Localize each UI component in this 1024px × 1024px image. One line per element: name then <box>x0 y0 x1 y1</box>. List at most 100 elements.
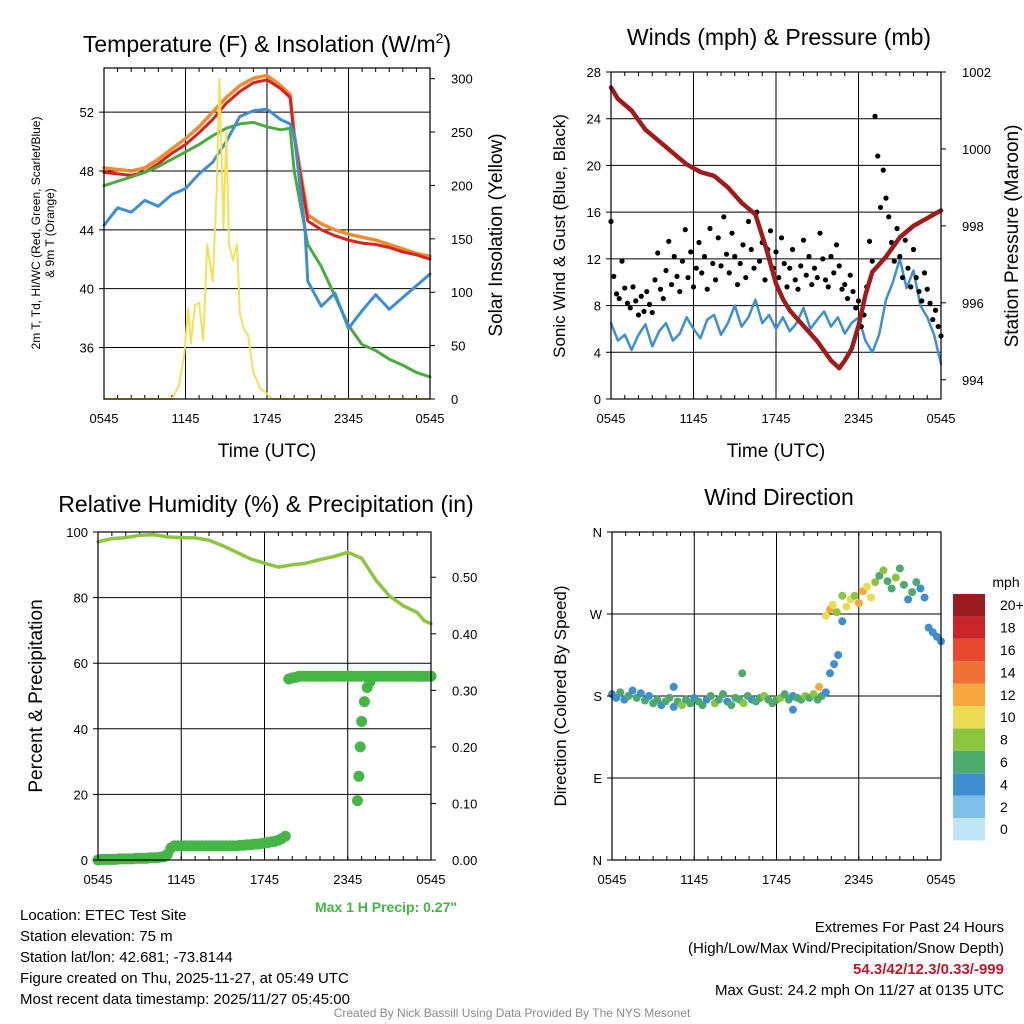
precip-point <box>358 696 370 708</box>
precip-point <box>279 830 291 842</box>
direction-point <box>879 566 888 575</box>
gust-point <box>707 225 713 232</box>
precip-point <box>356 715 368 727</box>
gust-point <box>657 286 664 292</box>
gust-point <box>674 273 680 279</box>
gust-point <box>671 253 677 260</box>
direction-point <box>714 695 723 704</box>
temp-y-tick-label: 48 <box>80 164 94 179</box>
colorbar-tick-label: 2 <box>1000 799 1008 815</box>
dir-x-tick-label: 0545 <box>598 872 627 887</box>
gust-point <box>822 277 829 283</box>
speed-colorbar: mph 0 2 4 6 8 10 12 14 16 18 20+ <box>953 574 1024 841</box>
wind-y-axis-label: Sonic Wind & Gust (Blue, Black) <box>550 114 569 358</box>
colorbar-swatch <box>953 728 985 751</box>
gust-point <box>685 274 691 281</box>
gust-point <box>814 274 820 281</box>
colorbar-tick-label: 16 <box>1000 642 1016 658</box>
rh-x-tick-label: 0545 <box>417 872 446 887</box>
direction-point <box>616 688 625 697</box>
gust-point <box>627 305 633 311</box>
direction-point <box>669 682 678 691</box>
series-hi-wc <box>102 107 432 330</box>
gust-point <box>924 286 930 292</box>
temp-x-tick-label: 0545 <box>416 411 445 426</box>
temp-x-axis-label: Time (UTC) <box>218 441 317 462</box>
temp-y2-tick-label: 0 <box>451 392 458 407</box>
gust-point <box>875 153 881 159</box>
gust-point <box>666 238 672 244</box>
dir-y-tick-label: S <box>593 689 602 704</box>
wind-y-tick-label: 20 <box>587 158 601 173</box>
gust-point <box>729 230 735 236</box>
dir-x-tick-label: 2345 <box>844 872 873 887</box>
direction-point <box>686 699 695 708</box>
gust-point <box>712 277 719 283</box>
gust-point <box>795 286 801 292</box>
gust-point <box>880 167 886 173</box>
gust-point <box>688 249 694 255</box>
direction-point <box>739 699 748 708</box>
gust-point <box>877 204 884 211</box>
gust-point <box>641 308 647 315</box>
series-2m-t <box>102 78 432 261</box>
direction-point <box>867 593 876 602</box>
direction-point <box>669 702 678 711</box>
direction-point <box>838 617 847 626</box>
gust-point <box>696 239 702 246</box>
colorbar-swatch <box>953 638 985 662</box>
temp-y2-tick-label: 300 <box>451 72 473 87</box>
precip-point <box>364 676 376 688</box>
direction-point <box>825 669 834 678</box>
temp-y-tick-label: 36 <box>80 341 94 356</box>
temp-title-superscript: 2 <box>436 30 444 46</box>
extremes-values: 54.3/42/12.3/0.33/-999 <box>853 961 1004 978</box>
direction-point <box>916 584 925 593</box>
wind-y-tick-label: 28 <box>587 65 601 80</box>
colorbar-tick-label: 20+ <box>1000 597 1024 613</box>
rh-y-tick-label: 80 <box>74 591 88 606</box>
direction-point <box>677 701 686 710</box>
rh-x-tick-label: 0545 <box>84 872 113 887</box>
gust-point <box>930 316 936 323</box>
gust-point <box>913 274 919 281</box>
colorbar-swatch <box>953 795 985 818</box>
dir-x-tick-label: 1745 <box>762 872 791 887</box>
gust-point <box>682 227 688 233</box>
direction-point <box>883 577 892 586</box>
rh-y-axis-label: Percent & Precipitation <box>26 599 47 792</box>
recent-data-text: Most recent data timestamp: 2025/11/27 0… <box>20 991 350 1008</box>
wind-y-tick-label: 16 <box>587 205 601 220</box>
direction-point <box>838 591 847 600</box>
gust-point <box>792 277 798 283</box>
gust-point <box>732 253 738 260</box>
precip-point <box>353 770 365 782</box>
wind-panel: Winds (mph) & Pressure (mb) 0545 1145 1745 2… <box>550 24 1023 462</box>
elevation-text: Station elevation: 75 m <box>20 928 173 945</box>
colorbar-swatch <box>953 818 985 841</box>
direction-point <box>821 611 830 620</box>
gust-point <box>762 277 768 283</box>
direction-point <box>895 564 904 573</box>
rh-title: Relative Humidity (%) & Precipitation (i… <box>58 491 473 517</box>
direction-point <box>850 591 859 600</box>
wind-y-tick-label: 4 <box>594 345 601 360</box>
direction-point <box>706 692 715 700</box>
temp-x-tick-label: 1745 <box>253 411 282 426</box>
temp-y-axis-label-2: & 9m T (Orange) <box>43 188 57 278</box>
gust-point <box>866 238 873 244</box>
wind-y-tick-label: 24 <box>587 112 601 127</box>
rh-panel: Relative Humidity (%) & Precipitation (i… <box>26 491 477 915</box>
gust-point <box>899 274 906 281</box>
gust-point <box>737 260 743 267</box>
rh-x-tick-label: 1145 <box>167 872 195 887</box>
precip-point <box>351 795 363 807</box>
gust-point <box>693 265 699 271</box>
dir-y-tick-label: E <box>593 771 602 786</box>
gust-point <box>894 225 900 232</box>
gust-point <box>811 265 818 271</box>
gust-point <box>839 286 845 292</box>
wind-x-tick-label: 1145 <box>680 411 708 426</box>
temp-title: Temperature (F) & Insolation (W/m2) <box>83 30 451 57</box>
gust-point <box>855 298 862 304</box>
